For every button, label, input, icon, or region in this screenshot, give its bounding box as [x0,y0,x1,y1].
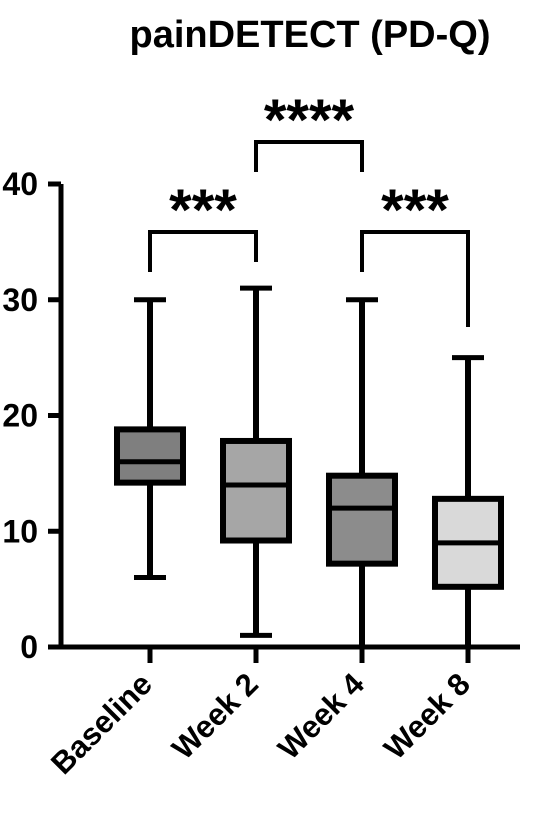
significance-bracket: **** [254,88,364,172]
y-tick-label: 30 [2,282,38,318]
box-week-8 [432,355,504,650]
x-tick-label: Week 2 [165,666,265,766]
y-axis-ticks: 0 10 20 30 40 [2,166,61,665]
iqr-box [326,472,398,567]
y-tick-label: 40 [2,166,38,202]
bracket-line [148,230,258,272]
significance-label: **** [264,88,355,153]
box-baseline [114,297,186,581]
significance-label: *** [169,178,237,243]
x-tick-label: Week 4 [271,666,371,766]
significance-brackets: ********** [148,88,470,327]
significance-label: *** [381,178,449,243]
bracket-line [254,140,364,172]
x-axis-ticks: Baseline Week 2 Week 4 Week 8 [44,647,477,781]
x-tick-label: Baseline [44,666,159,781]
chart-title: painDETECT (PD-Q) [130,14,491,56]
iqr-box [114,426,186,486]
y-tick-label: 20 [2,398,38,434]
boxes-group [114,285,504,650]
y-tick-label: 0 [20,629,38,665]
y-tick-label: 10 [2,513,38,549]
iqr-box [220,437,292,544]
significance-bracket: *** [360,178,470,327]
x-tick-label: Week 8 [377,666,477,766]
box-week-2 [220,285,292,638]
significance-bracket: *** [148,178,258,272]
box-week-4 [326,297,398,650]
bracket-line [360,230,470,327]
